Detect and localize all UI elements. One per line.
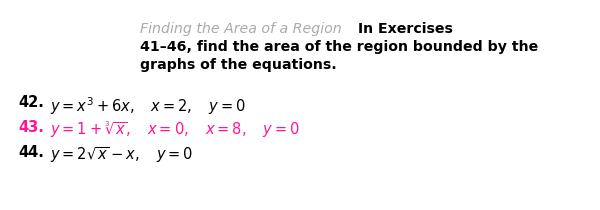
Text: graphs of the equations.: graphs of the equations. (140, 58, 337, 72)
Text: In Exercises: In Exercises (358, 22, 453, 36)
Text: $y = 1 + \sqrt[3]{x}, \quad x = 0, \quad x = 8, \quad y = 0$: $y = 1 + \sqrt[3]{x}, \quad x = 0, \quad… (50, 120, 300, 140)
Text: $y = 2\sqrt{x} - x, \quad y = 0$: $y = 2\sqrt{x} - x, \quad y = 0$ (50, 145, 193, 165)
Text: 42.: 42. (18, 95, 44, 110)
Text: 43.: 43. (18, 120, 44, 135)
Text: Finding the Area of a Region: Finding the Area of a Region (140, 22, 342, 36)
Text: $y = x^3 + 6x, \quad x = 2, \quad y = 0$: $y = x^3 + 6x, \quad x = 2, \quad y = 0$ (50, 95, 245, 117)
Text: 41–46, find the area of the region bounded by the: 41–46, find the area of the region bound… (140, 40, 538, 54)
Text: 44.: 44. (18, 145, 44, 160)
